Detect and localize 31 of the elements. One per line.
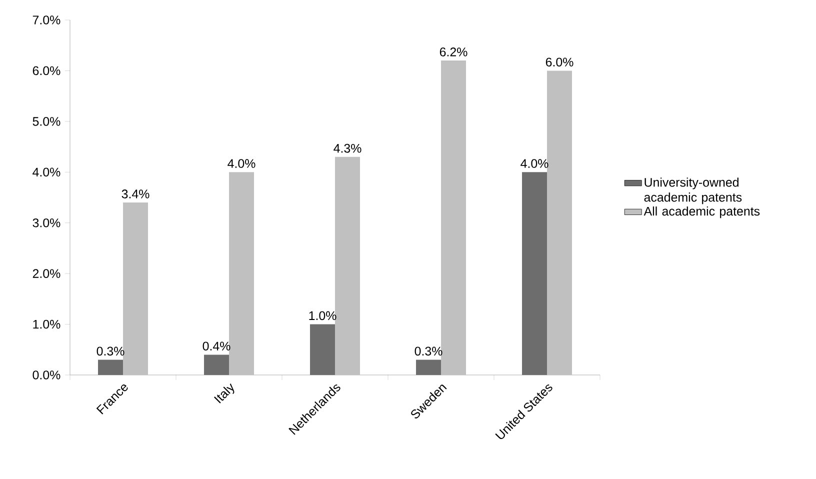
y-tick-label: 6.0% <box>32 66 60 76</box>
bar <box>229 172 254 375</box>
bar <box>310 324 336 375</box>
bar <box>416 360 442 375</box>
bar <box>123 202 148 375</box>
x-tick-label: Italy <box>214 383 234 404</box>
bar <box>441 60 466 375</box>
data-label: 0.3% <box>96 346 124 356</box>
bar <box>547 70 572 375</box>
data-label: 4.0% <box>228 159 256 168</box>
bar <box>98 360 124 375</box>
data-label: 0.3% <box>414 346 442 356</box>
data-label: 3.4% <box>122 190 150 198</box>
bar <box>204 354 230 375</box>
data-label: 6.2% <box>440 48 468 56</box>
bar <box>522 172 548 375</box>
y-tick-label: 1.0% <box>33 320 60 329</box>
data-label: 1.0% <box>309 311 336 320</box>
data-label: 6.0% <box>546 58 574 67</box>
data-label: 4.3% <box>334 144 362 153</box>
y-tick-label: 4.0% <box>32 168 60 177</box>
legend-label: All academic patents <box>644 206 760 218</box>
y-tick-label: 3.0% <box>32 218 60 228</box>
legend-label: University-owned academic patents <box>644 178 742 204</box>
bar <box>335 156 360 375</box>
data-label: 4.0% <box>520 159 548 168</box>
y-tick-label: 2.0% <box>32 269 60 278</box>
y-tick-label: 5.0% <box>32 117 60 126</box>
data-label: 0.4% <box>202 342 230 351</box>
y-tick-label: 7.0% <box>32 16 60 24</box>
y-tick-label: 0.0% <box>32 370 60 380</box>
